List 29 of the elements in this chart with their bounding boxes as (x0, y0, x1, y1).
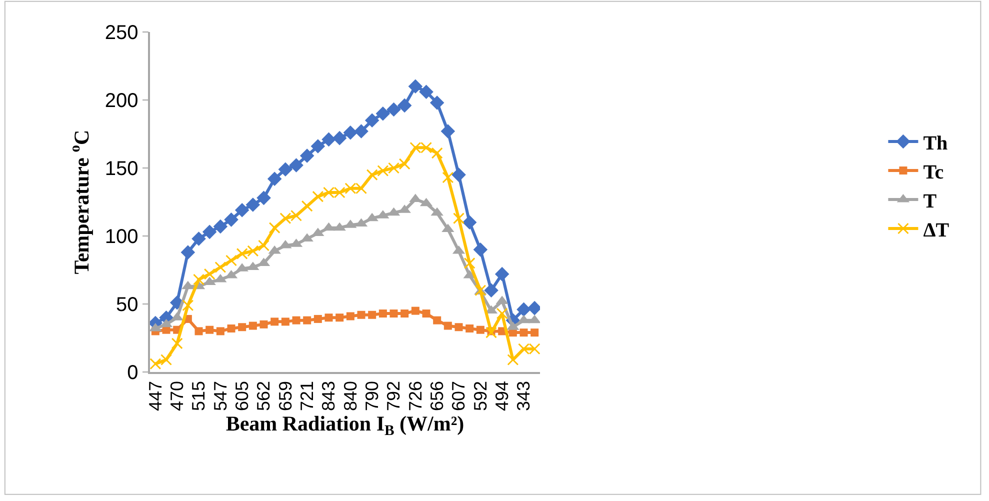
y-tick-label: 200 (104, 90, 138, 112)
x-tick-label: 721 (296, 380, 317, 411)
x-tick-label: 726 (405, 380, 426, 411)
y-tick-label: 100 (104, 226, 138, 248)
x-tick-label: 515 (188, 380, 209, 411)
x-tick-label: 843 (318, 380, 339, 411)
legend-label: Tc (923, 161, 944, 184)
x-tick-label: 562 (254, 380, 274, 411)
x-tick-label: 792 (384, 380, 404, 411)
y-tick-label: 50 (116, 294, 138, 316)
x-tick-label: 343 (514, 380, 534, 411)
x-tick-label: 840 (340, 380, 360, 411)
legend-label: T (923, 190, 938, 212)
x-tick-label: 607 (448, 380, 469, 411)
x-tick-label: 790 (362, 380, 382, 411)
y-tick-label: 250 (104, 22, 138, 44)
x-tick-label: 592 (470, 380, 490, 411)
x-tick-label: 470 (166, 380, 187, 411)
x-tick-label: 659 (275, 380, 296, 411)
y-tick-label: 0 (127, 362, 138, 384)
legend-label: Th (923, 132, 948, 154)
x-tick-label: 656 (426, 380, 447, 411)
legend-label: ΔT (923, 219, 950, 242)
x-tick-label: 494 (492, 380, 512, 411)
x-tick-label: 547 (210, 380, 230, 411)
x-tick-label: 447 (145, 380, 166, 411)
x-tick-label: 605 (232, 380, 252, 411)
x-axis-title: Beam Radiation I$_{B}$ (W/m²) (226, 412, 464, 440)
y-tick-label: 150 (104, 158, 138, 180)
